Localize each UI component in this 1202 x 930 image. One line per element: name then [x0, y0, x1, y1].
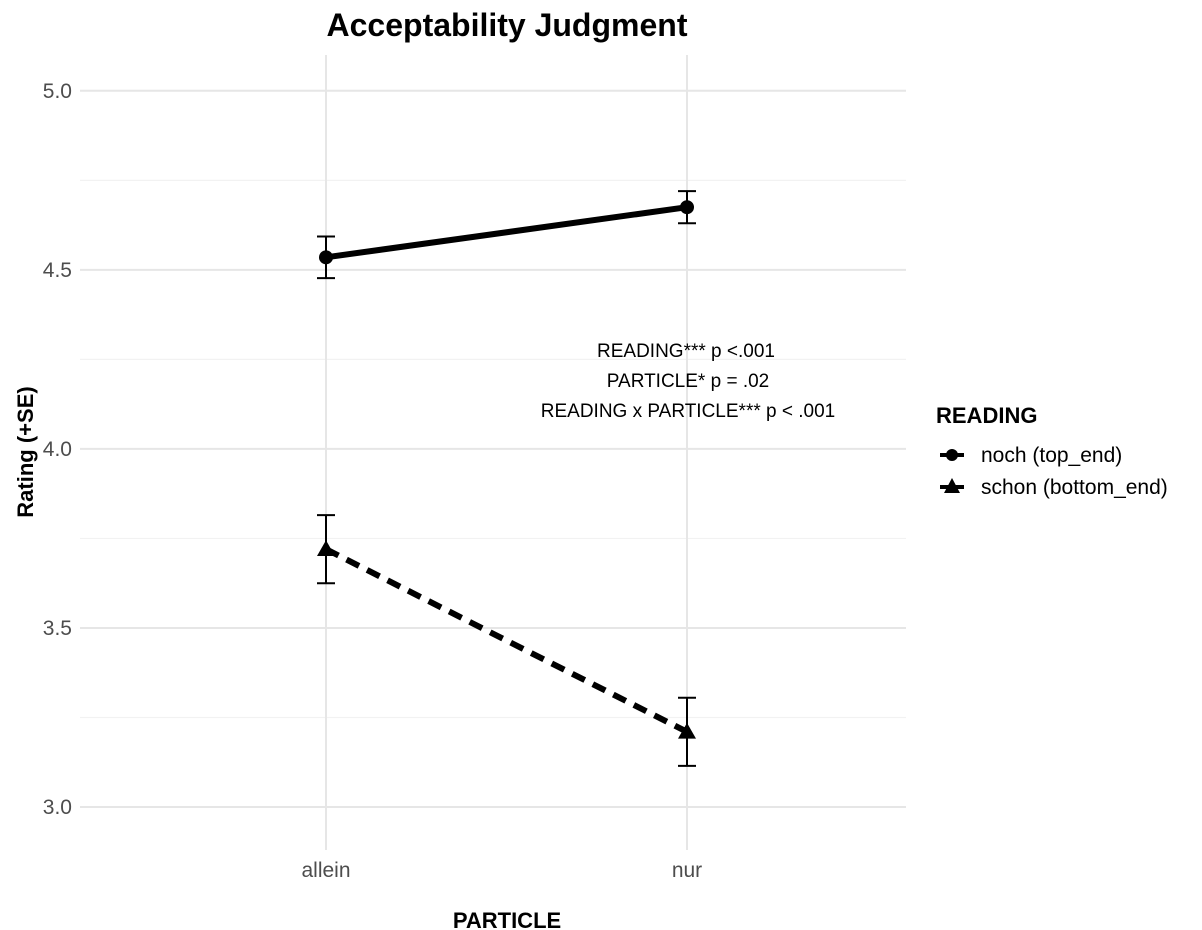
grid-lines: [80, 55, 906, 850]
legend-label-noch: noch (top_end): [981, 444, 1122, 467]
annotation-reading: READING*** p <.001: [597, 341, 775, 362]
annotation-interaction: READING x PARTICLE*** p < .001: [541, 401, 835, 422]
x-tick-labels: allein nur: [301, 859, 702, 882]
series-schon: [317, 514, 696, 767]
y-tick-labels: 3.0 3.5 4.0 4.5 5.0: [43, 80, 72, 819]
y-tick-label: 4.5: [43, 259, 72, 282]
legend-item-noch: noch (top_end): [940, 444, 1122, 467]
series-noch: [317, 190, 696, 280]
series-line: [325, 204, 688, 261]
x-axis-title: PARTICLE: [453, 908, 561, 930]
chart-marks: [317, 190, 696, 767]
legend-circle-marker: [946, 449, 958, 461]
y-tick-label: 4.0: [43, 438, 72, 461]
x-tick-label: nur: [672, 859, 702, 882]
y-tick-label: 3.0: [43, 796, 72, 819]
legend-triangle-marker: [944, 478, 960, 493]
stats-annotations: READING*** p <.001 PARTICLE* p = .02 REA…: [541, 341, 835, 422]
series-line: [324, 546, 689, 735]
y-tick-label: 3.5: [43, 617, 72, 640]
legend: READING noch (top_end) schon (bottom_end…: [936, 403, 1168, 499]
y-tick-label: 5.0: [43, 80, 72, 103]
x-tick-label: allein: [301, 859, 350, 882]
chart-title: Acceptability Judgment: [327, 7, 688, 43]
annotation-particle: PARTICLE* p = .02: [607, 371, 769, 392]
legend-label-schon: schon (bottom_end): [981, 476, 1168, 499]
data-point: [319, 250, 333, 265]
data-point: [317, 540, 335, 556]
legend-item-schon: schon (bottom_end): [940, 476, 1168, 499]
legend-title: READING: [936, 403, 1037, 428]
data-point: [678, 722, 696, 739]
y-axis-title: Rating (+SE): [13, 386, 38, 517]
data-point: [680, 200, 694, 215]
